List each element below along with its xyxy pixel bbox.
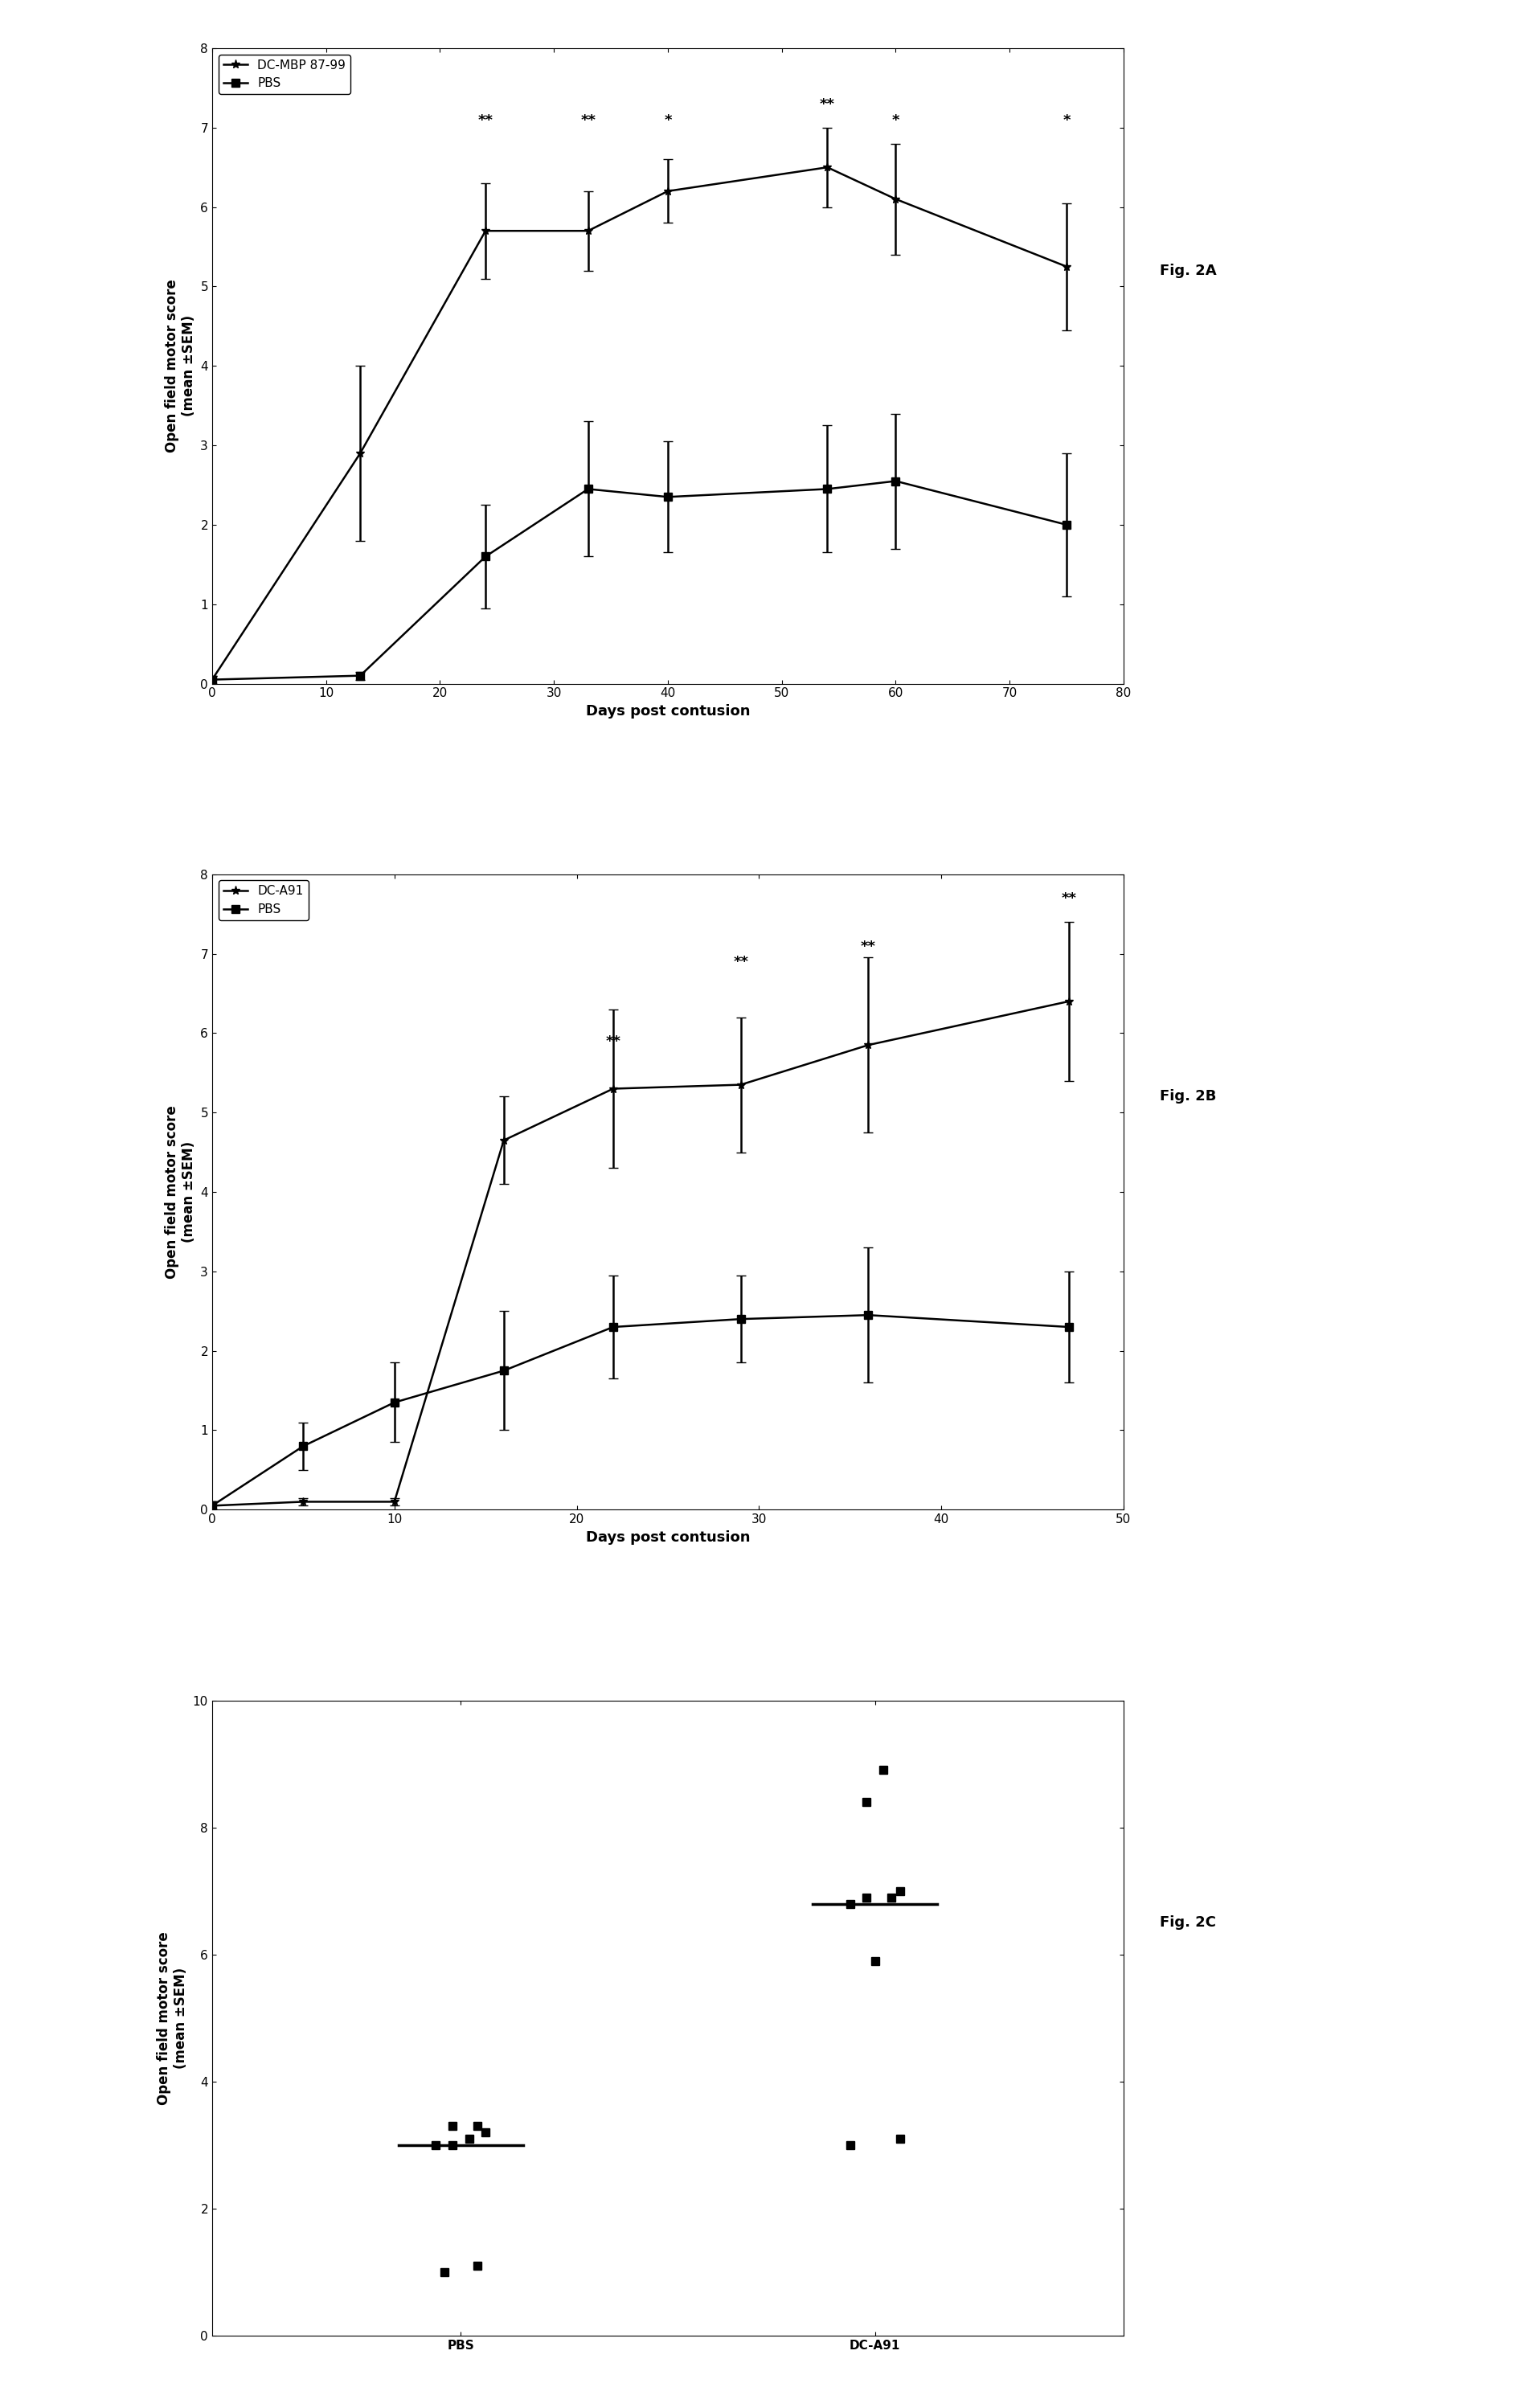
Y-axis label: Open field motor score
(mean ±SEM): Open field motor score (mean ±SEM) [158,1931,188,2105]
Text: **: ** [477,113,494,128]
Text: **: ** [820,96,835,111]
Text: **: ** [580,113,595,128]
Text: **: ** [606,1035,621,1050]
Legend: DC-MBP 87-99, PBS: DC-MBP 87-99, PBS [218,55,351,94]
Text: Fig. 2B: Fig. 2B [1160,1088,1217,1103]
Y-axis label: Open field motor score
(mean ±SEM): Open field motor score (mean ±SEM) [165,1105,195,1279]
Text: **: ** [861,939,876,954]
Text: *: * [1064,113,1071,128]
Text: **: ** [733,956,748,970]
X-axis label: Days post contusion: Days post contusion [586,1529,750,1544]
Y-axis label: Open field motor score
(mean ±SEM): Open field motor score (mean ±SEM) [165,279,195,453]
Text: Fig. 2A: Fig. 2A [1160,262,1217,277]
Text: **: ** [1060,891,1077,905]
Legend: DC-A91, PBS: DC-A91, PBS [218,881,309,920]
Text: *: * [892,113,900,128]
Text: *: * [664,113,671,128]
Text: Fig. 2C: Fig. 2C [1160,1914,1217,1929]
X-axis label: Days post contusion: Days post contusion [586,703,750,718]
